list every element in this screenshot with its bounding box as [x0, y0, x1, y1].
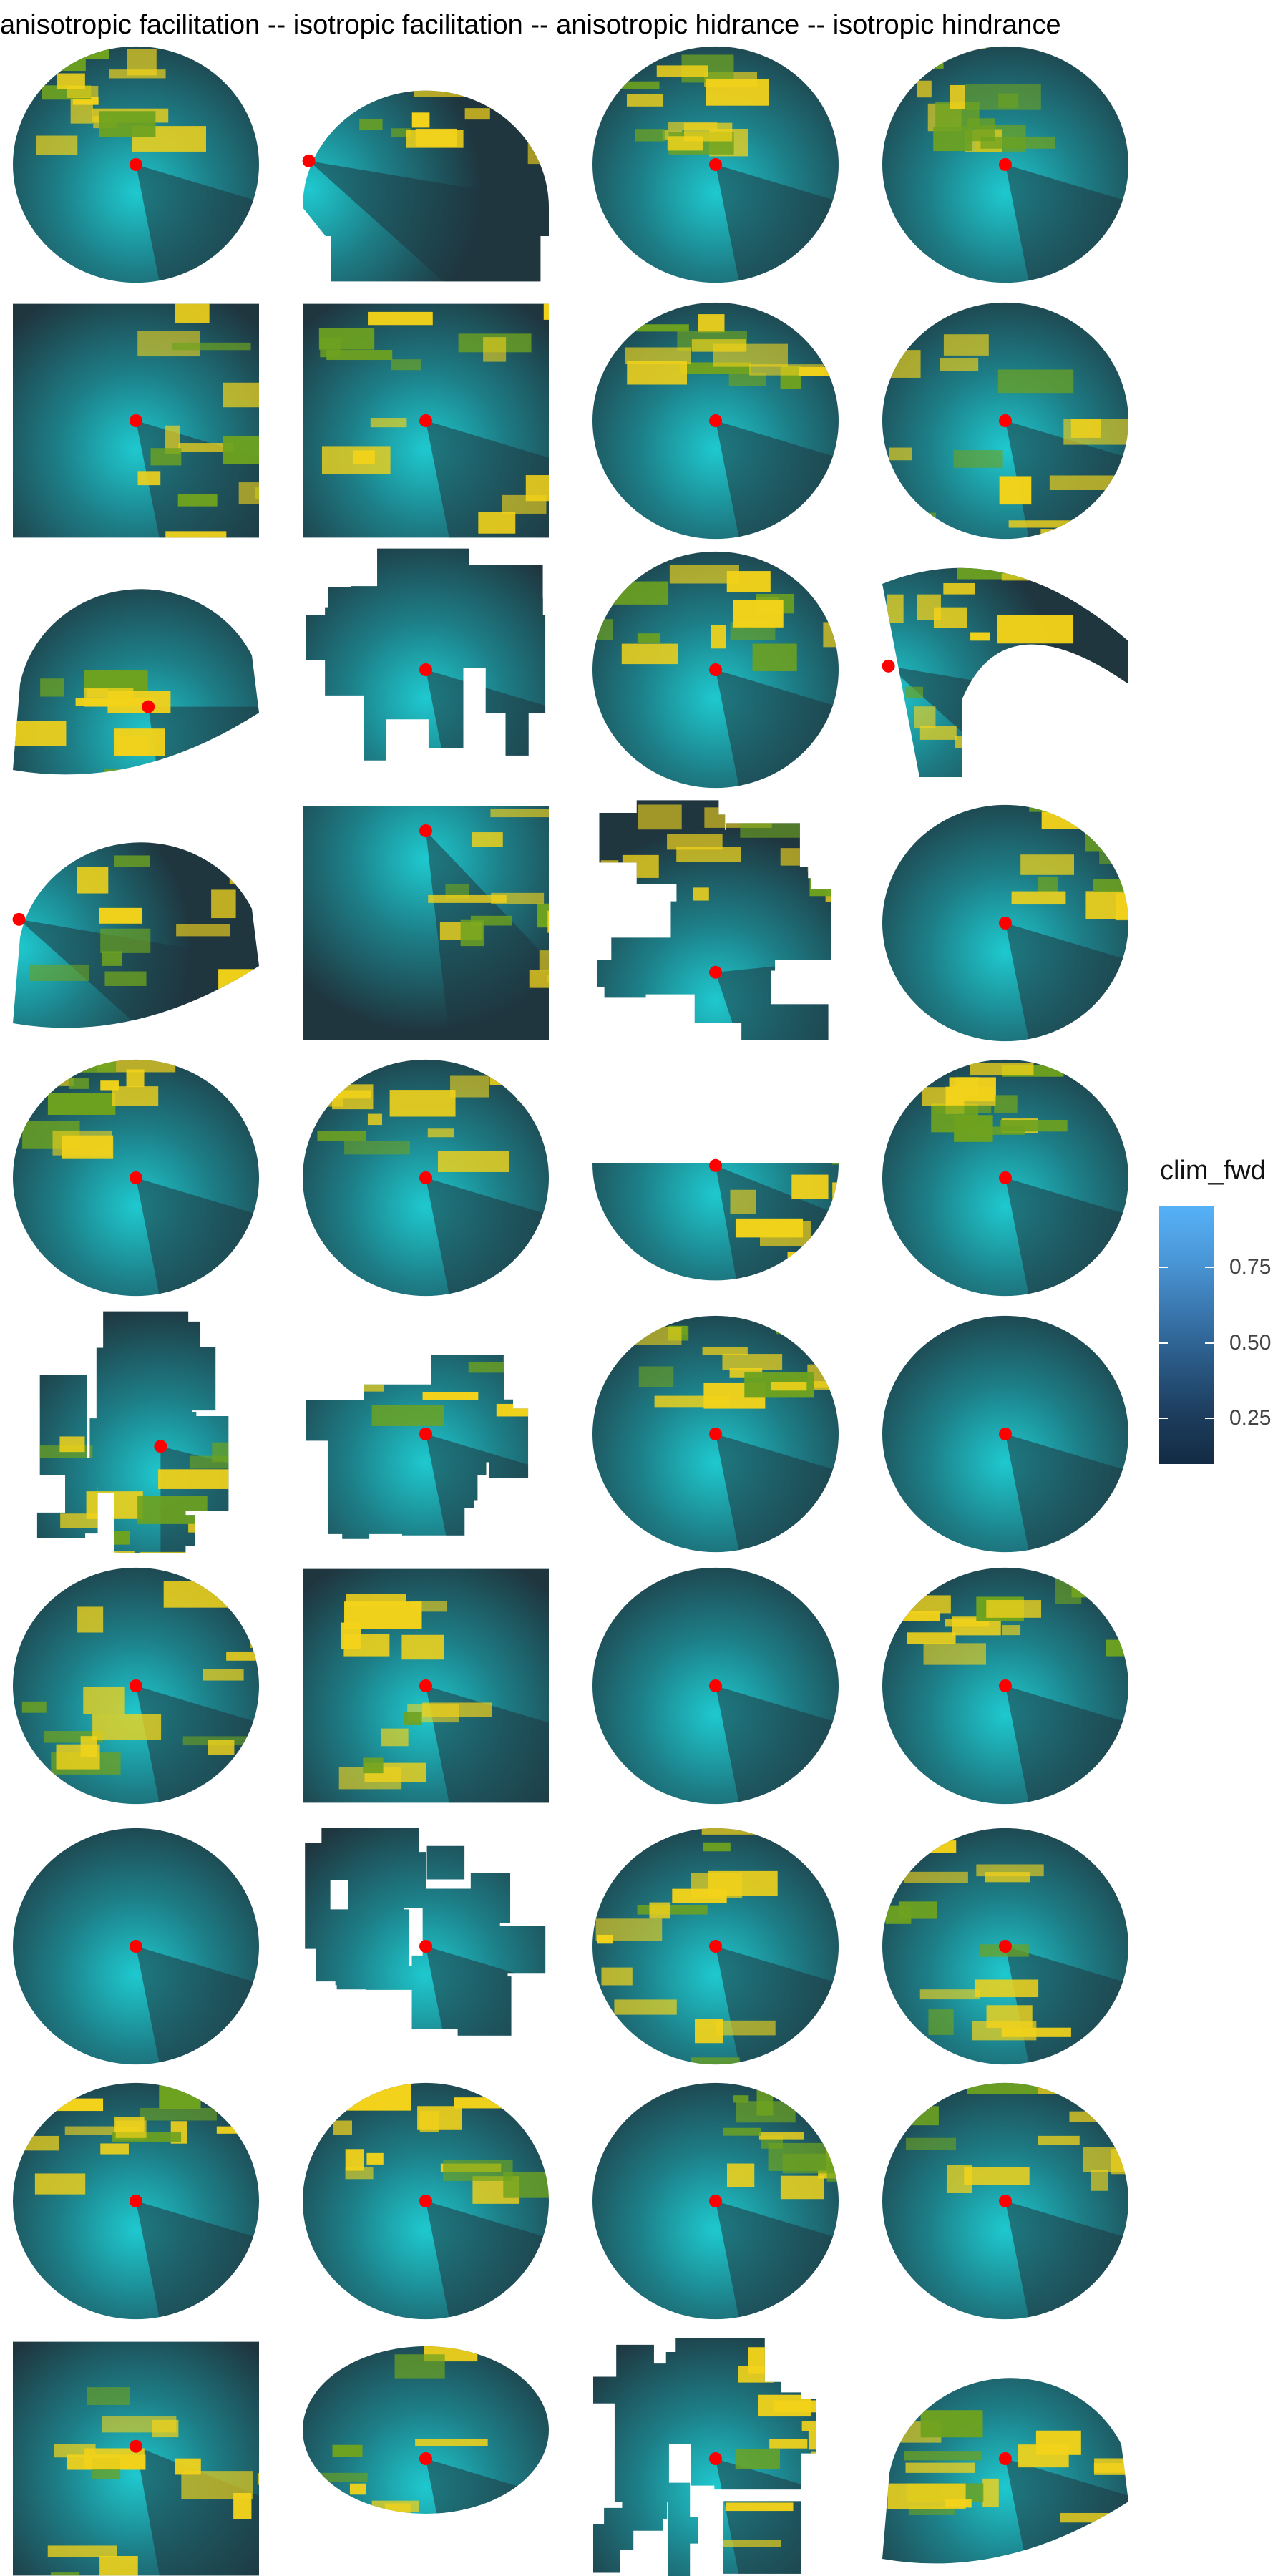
panel-r9-c2 — [303, 2082, 549, 2320]
focus-point-r6-c2 — [419, 1428, 432, 1440]
focus-point-r1-c2 — [302, 154, 316, 167]
focus-point-r3-c3 — [709, 663, 722, 676]
panel-r4-c2 — [303, 806, 549, 1040]
figure-title: anisotropic facilitation -- isotropic fa… — [0, 10, 1061, 40]
panel-r1-c2 — [303, 90, 549, 282]
panel-r10-c1 — [13, 2341, 259, 2576]
focus-point-r4-c3 — [709, 965, 722, 979]
focus-point-r1-c4 — [999, 158, 1012, 171]
panel-r4-c1 — [13, 842, 259, 1028]
focus-point-r5-c2 — [419, 1171, 432, 1184]
focus-point-r7-c4 — [999, 1679, 1012, 1692]
focus-point-r2-c3 — [709, 414, 722, 427]
legend-tick-mark — [1159, 1266, 1168, 1268]
focus-point-r8-c2 — [419, 1940, 432, 1953]
panel-r10-c4 — [882, 2378, 1128, 2564]
focus-point-r6-c1 — [154, 1440, 167, 1453]
legend-tick-mark — [1205, 1342, 1214, 1344]
focus-point-r9-c2 — [419, 2195, 432, 2207]
focus-point-r2-c1 — [130, 414, 142, 427]
focus-point-r4-c4 — [999, 917, 1012, 930]
panel-r7-c1 — [13, 1567, 259, 1805]
panel-r6-c2 — [306, 1355, 529, 1539]
focus-point-r7-c1 — [130, 1679, 142, 1692]
focus-point-r2-c2 — [419, 414, 432, 427]
focus-point-r4-c1 — [12, 912, 26, 926]
legend-tick-mark — [1159, 1418, 1168, 1420]
focus-point-r9-c3 — [709, 2195, 722, 2207]
focus-point-r3-c1 — [142, 700, 155, 713]
panel-r9-c1 — [13, 2082, 259, 2320]
panel-r3-c1 — [13, 589, 259, 775]
panel-r3-c3 — [592, 551, 839, 789]
panel-r4-c3 — [597, 800, 831, 1040]
focus-point-r3-c2 — [419, 663, 432, 676]
focus-point-r7-c2 — [419, 1679, 432, 1692]
focus-point-r8-c4 — [999, 1940, 1012, 1953]
panel-r9-c3 — [592, 2082, 839, 2320]
focus-point-r2-c4 — [999, 414, 1012, 427]
focus-point-r9-c4 — [999, 2195, 1012, 2207]
focus-point-r4-c2 — [419, 824, 432, 837]
focus-point-r3-c4 — [882, 659, 895, 673]
panel-r6-c3 — [592, 1315, 839, 1553]
legend-tick-label: 0.25 — [1229, 1406, 1272, 1430]
legend-tick-mark — [1205, 1418, 1214, 1420]
focus-point-r7-c3 — [709, 1679, 722, 1692]
legend-tick-label: 0.50 — [1229, 1330, 1272, 1355]
legend-colorbar — [1159, 1206, 1214, 1464]
focus-point-r6-c4 — [999, 1428, 1012, 1440]
focus-point-r6-c3 — [709, 1428, 722, 1440]
panel-r8-c4 — [882, 1828, 1128, 2065]
panel-r2-c4 — [882, 302, 1128, 540]
focus-point-r8-c1 — [130, 1940, 142, 1953]
focus-point-r10-c2 — [419, 2452, 432, 2465]
panel-r5-c3 — [592, 1163, 839, 1281]
panel-r9-c4 — [882, 2082, 1128, 2320]
focus-point-r10-c1 — [130, 2439, 142, 2453]
focus-point-r9-c1 — [130, 2195, 142, 2207]
focus-point-r10-c4 — [999, 2452, 1012, 2465]
panel-r3-c4 — [882, 567, 1128, 777]
focus-point-r5-c4 — [999, 1171, 1012, 1184]
focus-point-r8-c3 — [709, 1940, 722, 1953]
focus-point-r1-c3 — [709, 158, 722, 171]
panel-r6-c1 — [36, 1311, 229, 1553]
panel-r7-c2 — [303, 1568, 549, 1803]
legend-tick-mark — [1205, 1266, 1214, 1268]
panel-r10-c3 — [592, 2338, 816, 2576]
legend-tick-mark — [1159, 1342, 1168, 1344]
focus-point-r1-c1 — [130, 158, 142, 171]
panel-r8-c3 — [592, 1828, 839, 2065]
panel-r4-c4 — [882, 804, 1128, 1042]
panel-r5-c2 — [303, 1059, 549, 1297]
legend-title: clim_fwd — [1160, 1156, 1266, 1186]
legend-tick-label: 0.75 — [1229, 1254, 1272, 1279]
focus-point-r5-c3 — [709, 1158, 722, 1172]
focus-point-r5-c1 — [130, 1171, 142, 1184]
focus-point-r10-c3 — [709, 2452, 722, 2465]
panel-r2-c1 — [13, 303, 259, 538]
